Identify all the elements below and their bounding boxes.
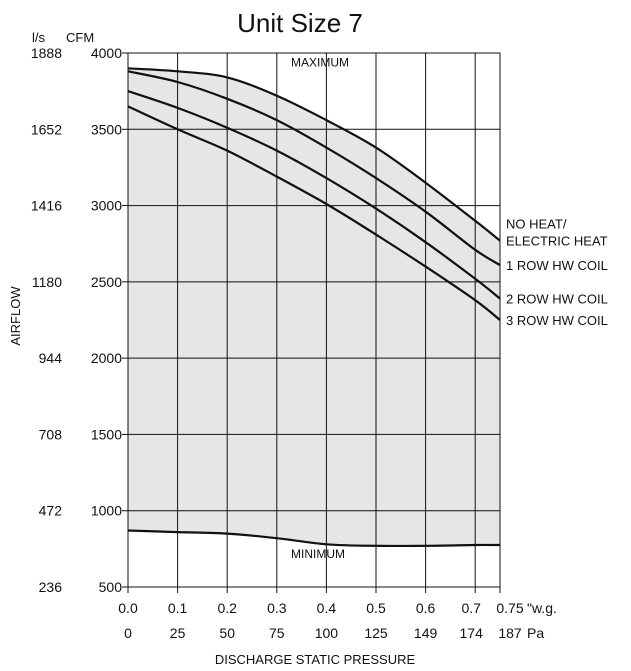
y-tick-label-cfm: 1000 bbox=[91, 503, 122, 519]
series-line bbox=[127, 70, 501, 267]
y-tick-label-cfm: 2500 bbox=[91, 274, 122, 290]
x-tick-label-inwg: 0.2 bbox=[217, 600, 237, 616]
x-tick-label-pa: 50 bbox=[219, 625, 235, 641]
operating-range-area bbox=[128, 68, 500, 546]
y-tick-label-cfm: 1500 bbox=[91, 426, 122, 442]
x-tick-label-inwg: 0.5 bbox=[366, 600, 386, 616]
y-tick-label-ls: 472 bbox=[39, 503, 63, 519]
x-tick-label-pa: 75 bbox=[269, 625, 285, 641]
y-tick-label-ls: 944 bbox=[39, 350, 63, 366]
y-tick-label-cfm: 3500 bbox=[91, 121, 122, 137]
x-tick-label-inwg: 0.6 bbox=[416, 600, 436, 616]
x-tick-label-pa: 25 bbox=[170, 625, 186, 641]
y-tick-label-cfm: 4000 bbox=[91, 45, 122, 61]
chart-title: Unit Size 7 bbox=[237, 8, 363, 38]
y-tick-label-cfm: 3000 bbox=[91, 198, 122, 214]
y-tick-label-ls: 236 bbox=[39, 579, 63, 595]
series-line bbox=[127, 90, 501, 300]
series-label: 2 ROW HW COIL bbox=[506, 292, 608, 307]
annotation-minimum: MINIMUM bbox=[291, 547, 345, 561]
series-label: NO HEAT/ bbox=[506, 217, 567, 232]
series-label: 1 ROW HW COIL bbox=[506, 258, 608, 273]
x-tick-label-pa: 187 bbox=[498, 625, 522, 641]
y-tick-label-ls: 1416 bbox=[31, 198, 62, 214]
series-line bbox=[127, 529, 501, 548]
series-label: 3 ROW HW COIL bbox=[506, 313, 608, 328]
series-line bbox=[127, 67, 501, 242]
y-unit-left: l/s bbox=[32, 30, 46, 45]
x-tick-label-pa: 100 bbox=[315, 625, 339, 641]
y-tick-label-cfm: 500 bbox=[99, 579, 123, 595]
x-tick-label-inwg: 0.0 bbox=[118, 600, 138, 616]
x-tick-label-inwg: 0.7 bbox=[461, 600, 481, 616]
x-tick-label-pa: 174 bbox=[460, 625, 484, 641]
x-tick-label-inwg: 0.3 bbox=[267, 600, 287, 616]
y-tick-label-ls: 1888 bbox=[31, 45, 62, 61]
x-tick-label-inwg: 0.4 bbox=[317, 600, 337, 616]
series-line bbox=[127, 105, 501, 321]
x-unit-top: "w.g. bbox=[527, 600, 557, 616]
x-axis-label: DISCHARGE STATIC PRESSURE bbox=[215, 652, 416, 667]
x-tick-label-inwg: 0.1 bbox=[168, 600, 188, 616]
series-label: ELECTRIC HEAT bbox=[506, 234, 608, 249]
x-unit-bottom: Pa bbox=[527, 625, 544, 641]
x-tick-label-inwg: 0.75 bbox=[496, 600, 523, 616]
x-tick-label-pa: 149 bbox=[414, 625, 438, 641]
y-axis-label: AIRFLOW bbox=[8, 286, 23, 346]
y-tick-label-cfm: 2000 bbox=[91, 350, 122, 366]
x-tick-label-pa: 125 bbox=[364, 625, 388, 641]
y-tick-label-ls: 1652 bbox=[31, 121, 62, 137]
x-tick-label-pa: 0 bbox=[124, 625, 132, 641]
y-tick-label-ls: 1180 bbox=[32, 274, 62, 290]
annotation-maximum: MAXIMUM bbox=[291, 56, 349, 70]
y-tick-label-ls: 708 bbox=[39, 426, 63, 442]
y-unit-right: CFM bbox=[66, 30, 94, 45]
